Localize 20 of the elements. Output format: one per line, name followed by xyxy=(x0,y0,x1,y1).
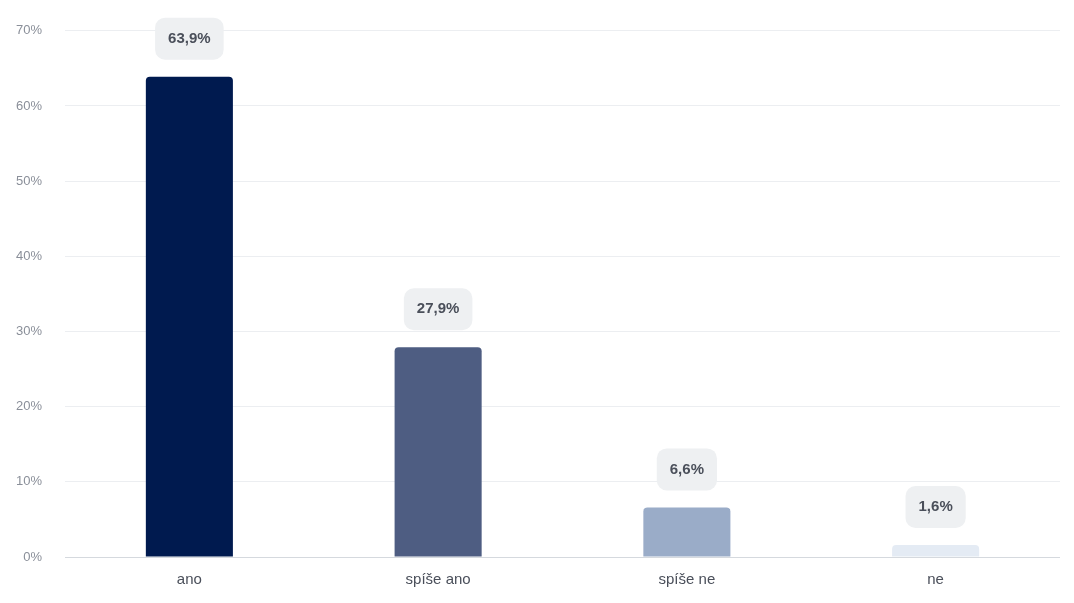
x-tick-label: spíše ne xyxy=(658,570,716,588)
data-label: 1,6% xyxy=(918,497,953,515)
y-tick-label: 70% xyxy=(15,22,43,38)
y-tick-label: 40% xyxy=(15,247,43,263)
y-tick-label: 10% xyxy=(15,473,43,489)
bar xyxy=(145,76,233,557)
data-label: 63,9% xyxy=(168,28,211,46)
y-tick-label: 50% xyxy=(15,172,43,188)
y-tick-label: 20% xyxy=(15,398,43,414)
x-tick-label: ne xyxy=(927,570,944,588)
y-tick-label: 0% xyxy=(23,548,43,564)
x-tick-label: ano xyxy=(176,570,202,588)
x-tick-label: spíše ano xyxy=(405,570,471,588)
y-tick-label: 60% xyxy=(15,97,43,113)
data-label: 6,6% xyxy=(669,459,704,477)
bar xyxy=(643,507,731,557)
y-tick-label: 30% xyxy=(15,323,43,339)
bar xyxy=(394,347,482,557)
data-label: 27,9% xyxy=(416,299,460,317)
bar xyxy=(892,544,980,557)
